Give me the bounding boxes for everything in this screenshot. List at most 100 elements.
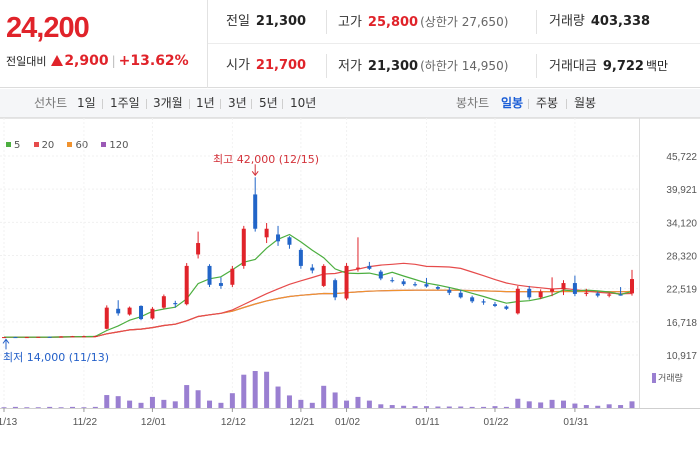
stat-value: 25,800	[367, 15, 419, 30]
divider	[566, 99, 567, 109]
y-tick-label: 39,921	[666, 185, 697, 196]
period-5y[interactable]: 5년	[259, 96, 278, 110]
period-1y[interactable]: 1년	[196, 96, 215, 110]
divider	[251, 99, 252, 109]
volume-bar	[229, 393, 235, 408]
change-amount: 2,900	[64, 53, 109, 69]
volume-bar	[70, 406, 76, 408]
legend-label: 60	[75, 140, 89, 151]
candlestick-chart[interactable]: 45,722 39,921 34,120 28,320 22,519 16,718 10,9…	[0, 118, 700, 450]
volume-bar	[629, 401, 635, 408]
change-label: 전일대비	[6, 55, 47, 68]
candle-body	[298, 249, 303, 266]
candle-body	[264, 228, 269, 238]
candle-body	[607, 294, 612, 296]
y-tick-label: 16,718	[666, 318, 697, 329]
candle-weekly[interactable]: 주봉	[536, 96, 559, 110]
x-tick-label: 12/12	[221, 417, 246, 428]
candle-body	[401, 281, 406, 285]
volume-bar	[184, 385, 190, 408]
period-3m[interactable]: 3개월	[153, 96, 183, 110]
volume-bar	[286, 395, 292, 408]
stat-high: 고가 25,800 (상한가 27,650)	[338, 0, 508, 44]
candle-body	[241, 228, 246, 266]
candle-body	[355, 267, 360, 269]
stat-sub: (하한가 14,950)	[420, 59, 509, 73]
volume-bar	[549, 399, 555, 408]
legend-swatch	[33, 142, 39, 147]
volume-bar	[218, 402, 224, 408]
volume-bar	[309, 402, 315, 408]
volume-bar	[412, 406, 418, 408]
volume-bar	[275, 386, 281, 408]
volume-bar	[264, 371, 270, 408]
chart-toolbar: 선차트 1일 1주일 3개월 1년 3년 5년 10년 봉차트 일봉 주봉 월봉	[0, 89, 700, 118]
change-percent: +13.62%	[118, 53, 189, 69]
candle-body	[333, 280, 338, 298]
volume-bar	[481, 406, 487, 408]
period-3y[interactable]: 3년	[228, 96, 247, 110]
stat-value: 21,300	[255, 14, 307, 29]
volume-bar	[81, 407, 87, 408]
min-price-annotation: 최저 14,000 (11/13)	[3, 351, 110, 364]
candle-body	[630, 279, 634, 294]
period-1d[interactable]: 1일	[77, 96, 96, 110]
legend-item-ma120: 120	[101, 140, 129, 151]
max-arrow-head	[251, 170, 259, 177]
x-tick-label: 12/01	[141, 417, 166, 428]
period-1w[interactable]: 1주일	[110, 96, 140, 110]
stat-value: 21,700	[255, 58, 307, 73]
volume-bar	[572, 403, 578, 408]
candle-body	[116, 308, 121, 314]
candle-body	[504, 306, 509, 309]
min-arrow-head	[2, 338, 10, 344]
y-tick-label: 28,320	[666, 252, 697, 263]
stat-value: 403,338	[590, 14, 651, 29]
candle-body	[276, 234, 281, 242]
volume-bar	[115, 396, 121, 408]
x-tick-label: 01/31	[563, 417, 588, 428]
stat-volume: 거래량 403,338	[549, 0, 650, 44]
current-price: 24,200	[6, 12, 90, 44]
divider	[326, 54, 327, 78]
candle-body	[127, 307, 132, 315]
legend-label: 5	[14, 140, 21, 151]
volume-bar	[138, 402, 144, 408]
divider	[220, 99, 221, 109]
stat-low: 저가 21,300 (하한가 14,950)	[338, 44, 508, 88]
ma5-line	[3, 233, 633, 338]
volume-bar	[595, 405, 601, 408]
change-row: 전일대비 2,900 | +13.62%	[6, 53, 189, 69]
volume-bar	[344, 400, 350, 408]
divider	[146, 99, 147, 109]
divider	[528, 99, 529, 109]
candle-body	[310, 267, 315, 271]
x-tick-label: 01/02	[335, 417, 360, 428]
candle-monthly[interactable]: 월봉	[574, 96, 597, 110]
candle-body	[81, 336, 86, 338]
candle-body	[344, 265, 349, 299]
candle-body	[253, 194, 258, 229]
volume-bar	[127, 400, 133, 408]
candle-body	[161, 296, 166, 308]
volume-bar	[378, 404, 384, 408]
x-tick-label: 01/11	[415, 417, 440, 428]
volume-bar	[355, 396, 361, 408]
candle-body	[481, 301, 486, 303]
volume-bar	[195, 390, 201, 408]
period-10y[interactable]: 10년	[290, 96, 317, 110]
y-tick-label: 22,519	[666, 285, 697, 296]
volume-bar	[606, 404, 612, 408]
candle-daily[interactable]: 일봉	[501, 96, 524, 110]
volume-bar	[92, 406, 98, 408]
y-tick-label: 45,722	[666, 152, 697, 163]
volume-bar	[161, 399, 167, 408]
volume-bar	[321, 385, 327, 408]
y-tick-label: 34,120	[666, 218, 697, 229]
candle-body	[435, 287, 440, 289]
legend-swatch	[6, 142, 11, 147]
ma120-line	[3, 289, 633, 338]
legend-item-ma5: 5	[6, 140, 20, 151]
candle-body	[595, 293, 600, 296]
stat-label: 거래대금	[549, 59, 597, 74]
